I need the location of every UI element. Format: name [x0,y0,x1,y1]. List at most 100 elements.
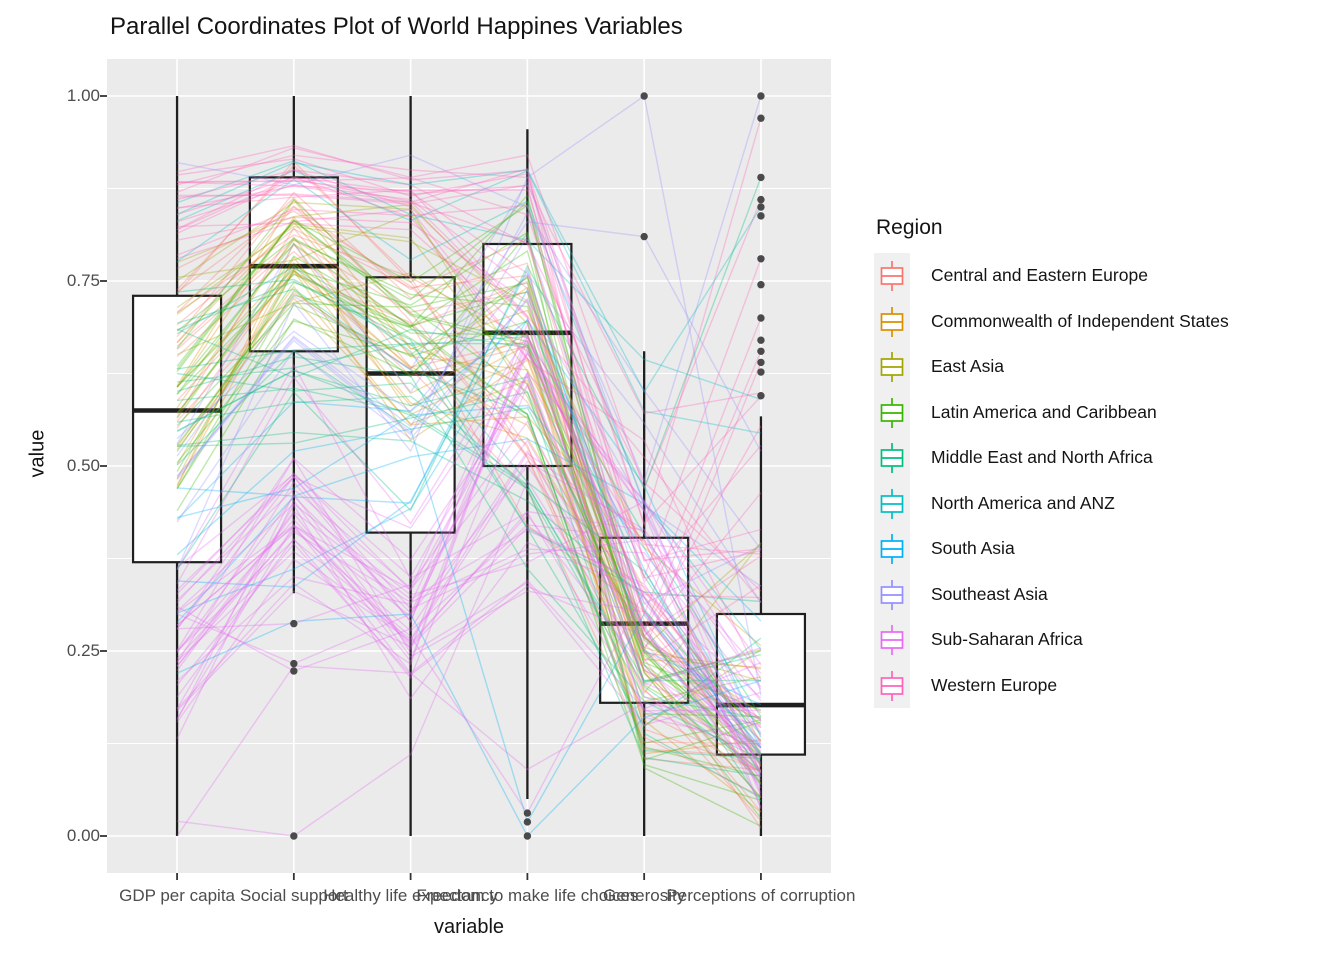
legend-key [874,253,910,299]
country-line [177,177,762,562]
country-line [176,204,762,584]
country-line [176,383,762,752]
country-line [176,196,762,729]
country-line [176,267,761,755]
country-line [176,272,762,683]
outlier-point [640,232,648,241]
outlier-point [757,173,765,182]
country-line [176,235,762,784]
country-line [176,280,762,728]
country-line [176,178,762,651]
legend-label: South Asia [931,538,1015,559]
boxplot-key-icon [880,261,904,291]
country-line [176,335,762,781]
country-line [176,531,762,702]
country-line [177,278,762,717]
country-line [176,304,761,718]
country-line [176,241,761,670]
boxplot-key-icon [880,306,904,337]
outlier-point [757,195,765,204]
legend-entry: North America and ANZ [874,480,1229,526]
outlier-point [290,832,298,840]
legend-key [874,526,910,572]
country-line [176,144,762,526]
country-line [176,269,762,720]
outlier-layer [290,92,765,840]
country-line [176,352,762,690]
country-line [176,514,762,749]
country-line [176,281,762,744]
country-line [176,457,762,726]
country-line [177,222,761,599]
y-tick-label: 0.75 [66,271,100,290]
country-line [176,428,762,824]
country-line [176,231,762,827]
legend-label: Latin America and Caribbean [931,401,1157,422]
country-line [176,208,761,555]
legend-entry: South Asia [874,526,1229,572]
country-line [176,350,762,803]
legend-entry: Western Europe [874,662,1229,708]
country-line [177,158,762,579]
country-line [176,460,762,723]
x-tick-label: GDP per capita [119,886,236,905]
country-line [176,328,762,682]
legend-key [874,617,910,663]
country-line [176,180,762,587]
country-line [176,95,762,483]
legend-key [874,389,910,435]
boxplot-key-icon [880,534,904,564]
country-line [176,227,761,758]
country-line [176,372,762,743]
country-line [176,526,762,722]
box-iqr [131,294,223,564]
legend-entry: East Asia [874,344,1229,390]
country-line [176,370,762,729]
country-line [176,268,762,706]
legend-label: Commonwealth of Independent States [931,310,1229,331]
country-line [176,223,762,703]
x-axis-title: variable [433,916,505,938]
legend-key [874,662,910,708]
x-tick-label: Generosity [603,886,686,905]
boxplot-key-icon [880,625,904,655]
country-line [176,339,762,809]
y-axis-title: value [26,429,49,478]
outlier-point [523,818,532,826]
country-line [176,510,762,759]
country-line [176,216,762,638]
x-tick-label: Freedom to make life choices [416,886,639,905]
outlier-point [757,281,765,289]
country-line [176,665,762,837]
country-line [176,524,762,756]
country-line [176,542,762,720]
outlier-point [757,92,765,100]
country-line [177,189,762,603]
plot-title: Parallel Coordinates Plot of World Happi… [110,13,683,40]
legend-key [874,298,910,344]
country-line [176,176,762,681]
country-line [176,269,762,714]
country-line [176,613,762,838]
country-line [176,371,762,666]
legend-entry: Latin America and Caribbean [874,389,1229,435]
country-line [176,185,761,561]
x-tick-label: Healthy life expectancy [323,886,499,905]
country-line [176,205,762,753]
country-line [176,262,762,773]
legend-entry: Commonwealth of Independent States [874,298,1229,344]
boxplot-key-icon [880,579,904,610]
country-line [176,352,762,746]
outlier-point [757,314,765,322]
country-line [176,205,762,719]
country-line [176,169,762,580]
country-line [177,479,762,837]
country-line [176,193,762,765]
country-line [176,276,762,748]
country-line [176,249,762,819]
country-line [176,200,762,799]
box-iqr [599,536,690,704]
country-line [176,332,762,686]
country-line [176,272,762,772]
